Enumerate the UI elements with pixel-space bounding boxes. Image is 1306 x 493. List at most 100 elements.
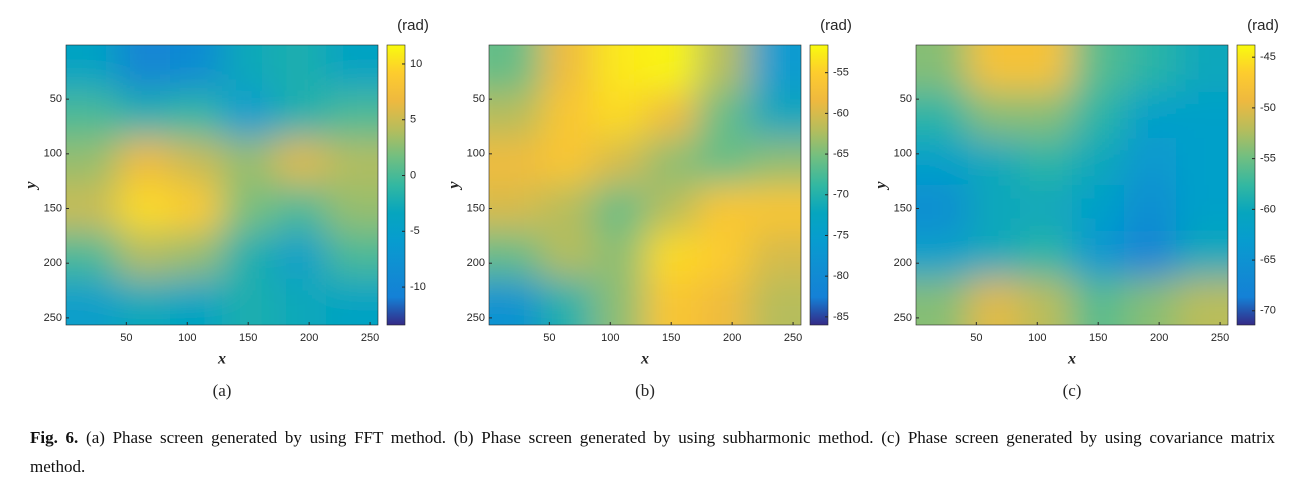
- colorbar-tick-label: -75: [833, 229, 849, 241]
- heat-cell: [489, 231, 542, 280]
- heat-cell: [222, 45, 275, 93]
- y-tick-label: 200: [894, 257, 912, 269]
- colorbar-tick-label: 10: [410, 58, 422, 70]
- heat-cell: [749, 138, 801, 186]
- y-tick-label: 200: [467, 257, 485, 269]
- y-tick-label: 50: [900, 93, 912, 105]
- colorbar-tick-label: -70: [1260, 305, 1276, 317]
- colorbar-tick-label: -55: [833, 67, 849, 79]
- heat-cell: [274, 138, 327, 186]
- x-tick-label: 150: [1089, 332, 1107, 344]
- heat-cell: [1124, 138, 1177, 186]
- colorbar: [386, 44, 406, 326]
- heat-cell: [222, 138, 275, 186]
- heat-cell: [274, 91, 327, 140]
- heat-cell: [1072, 231, 1125, 280]
- heat-cell: [968, 231, 1021, 280]
- colorbar-tick-label: -70: [833, 189, 849, 201]
- heat-cell: [274, 231, 327, 280]
- heat-cell: [170, 138, 223, 186]
- heat-cell: [645, 138, 698, 186]
- heat-cell: [645, 185, 698, 233]
- heat-cell: [968, 45, 1021, 93]
- heat-cell: [118, 138, 171, 186]
- heat-cell: [916, 91, 969, 140]
- panel-label: (c): [1063, 381, 1082, 400]
- heat-cell: [170, 185, 223, 233]
- colorbar-tick-label: -65: [1260, 254, 1276, 266]
- colorbar-tick-label: -65: [833, 148, 849, 160]
- plot-frame: [915, 44, 1229, 326]
- x-tick-label: 250: [1211, 332, 1229, 344]
- colorbar-tick-label: 5: [410, 114, 416, 126]
- colorbar-tick-label: -50: [1260, 102, 1276, 114]
- y-tick-label: 150: [894, 202, 912, 214]
- x-tick-label: 100: [178, 332, 196, 344]
- heat-cell: [66, 185, 119, 233]
- heat-cell: [697, 138, 750, 186]
- heat-cell: [968, 185, 1021, 233]
- colorbar-tick-label: -85: [833, 311, 849, 323]
- heat-cell: [170, 45, 223, 93]
- heat-cell: [66, 138, 119, 186]
- heat-cell: [541, 138, 594, 186]
- y-tick-label: 150: [467, 202, 485, 214]
- y-tick-label: 150: [44, 202, 62, 214]
- heat-cell: [1176, 231, 1228, 280]
- heat-cell: [916, 45, 969, 93]
- heat-cell: [1020, 231, 1073, 280]
- heat-cell: [916, 231, 969, 280]
- heat-cell: [541, 185, 594, 233]
- heat-cell: [1020, 278, 1073, 325]
- y-tick-label: 100: [44, 148, 62, 160]
- heat-cell: [645, 45, 698, 93]
- heat-cell: [1020, 45, 1073, 93]
- heat-cell: [541, 231, 594, 280]
- heat-cell: [326, 278, 378, 325]
- heat-cell: [645, 278, 698, 325]
- field-smooth: [489, 45, 801, 325]
- y-tick-label: 250: [894, 312, 912, 324]
- heat-cell: [118, 185, 171, 233]
- panel-label: (b): [635, 381, 655, 400]
- figure: 50 100 150 200 25050100150200250xy(a)1050-5-…: [23, 17, 1279, 400]
- x-tick-label: 250: [361, 332, 379, 344]
- colorbar-tick-label: -45: [1260, 51, 1276, 63]
- y-tick-label: 250: [467, 312, 485, 324]
- y-axis-label: y: [23, 181, 40, 191]
- heat-cell: [1072, 91, 1125, 140]
- heat-cell: [66, 45, 119, 93]
- y-tick-label: 50: [50, 93, 62, 105]
- heat-cell: [222, 278, 275, 325]
- x-axis-label: x: [1067, 351, 1076, 368]
- field: [489, 45, 801, 325]
- heat-cell: [326, 45, 378, 93]
- heat-cell: [274, 185, 327, 233]
- heat-cell: [916, 138, 969, 186]
- heat-cell: [489, 138, 542, 186]
- caption-label: Fig. 6.: [30, 428, 79, 447]
- field-smooth: [916, 45, 1228, 325]
- y-axis-label: y: [446, 181, 463, 191]
- y-tick-label: 50: [473, 93, 485, 105]
- heat-cell: [1176, 138, 1228, 186]
- heat-cell: [749, 231, 801, 280]
- caption-text: (a) Phase screen generated by using FFT …: [30, 428, 1276, 476]
- heat-cell: [697, 45, 750, 93]
- field-smooth: [66, 45, 378, 325]
- heat-cell: [170, 278, 223, 325]
- heat-cell: [1124, 278, 1177, 325]
- x-tick-label: 150: [239, 332, 257, 344]
- colorbar-tick-label: -60: [833, 107, 849, 119]
- heat-cell: [274, 278, 327, 325]
- heat-cell: [541, 91, 594, 140]
- heat-cell: [749, 91, 801, 140]
- heat-cell: [489, 185, 542, 233]
- heat-cell: [1176, 185, 1228, 233]
- y-tick-label: 100: [467, 148, 485, 160]
- heat-cell: [222, 231, 275, 280]
- caption: Fig. 6. (a) Phase screen generated by us…: [30, 423, 1275, 481]
- x-tick-label: 50: [543, 332, 555, 344]
- heat-cell: [1124, 45, 1177, 93]
- plot-frame: [488, 44, 802, 326]
